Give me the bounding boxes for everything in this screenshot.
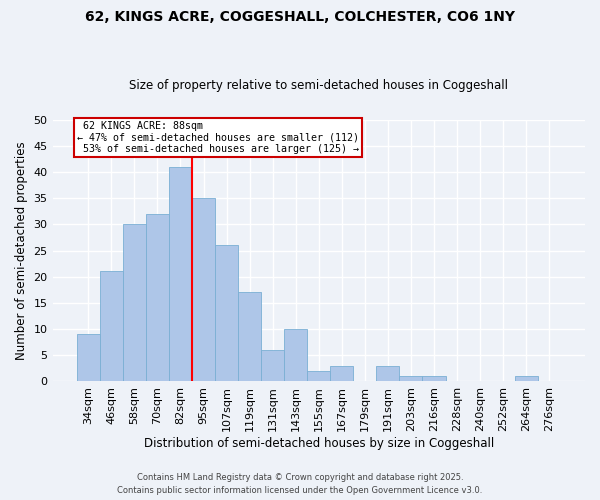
Title: Size of property relative to semi-detached houses in Coggeshall: Size of property relative to semi-detach…: [129, 79, 508, 92]
Bar: [400, 376, 422, 382]
Bar: [77, 334, 100, 382]
Bar: [123, 224, 146, 382]
Y-axis label: Number of semi-detached properties: Number of semi-detached properties: [15, 141, 28, 360]
Bar: [146, 214, 169, 382]
Bar: [215, 246, 238, 382]
Text: Contains HM Land Registry data © Crown copyright and database right 2025.
Contai: Contains HM Land Registry data © Crown c…: [118, 474, 482, 495]
Bar: [330, 366, 353, 382]
Bar: [192, 198, 215, 382]
Bar: [169, 166, 192, 382]
Text: 62 KINGS ACRE: 88sqm
← 47% of semi-detached houses are smaller (112)
 53% of sem: 62 KINGS ACRE: 88sqm ← 47% of semi-detac…: [77, 120, 359, 154]
Bar: [284, 329, 307, 382]
Bar: [100, 272, 123, 382]
Bar: [376, 366, 400, 382]
X-axis label: Distribution of semi-detached houses by size in Coggeshall: Distribution of semi-detached houses by …: [143, 437, 494, 450]
Bar: [261, 350, 284, 382]
Bar: [515, 376, 538, 382]
Bar: [307, 371, 330, 382]
Bar: [422, 376, 446, 382]
Bar: [238, 292, 261, 382]
Text: 62, KINGS ACRE, COGGESHALL, COLCHESTER, CO6 1NY: 62, KINGS ACRE, COGGESHALL, COLCHESTER, …: [85, 10, 515, 24]
